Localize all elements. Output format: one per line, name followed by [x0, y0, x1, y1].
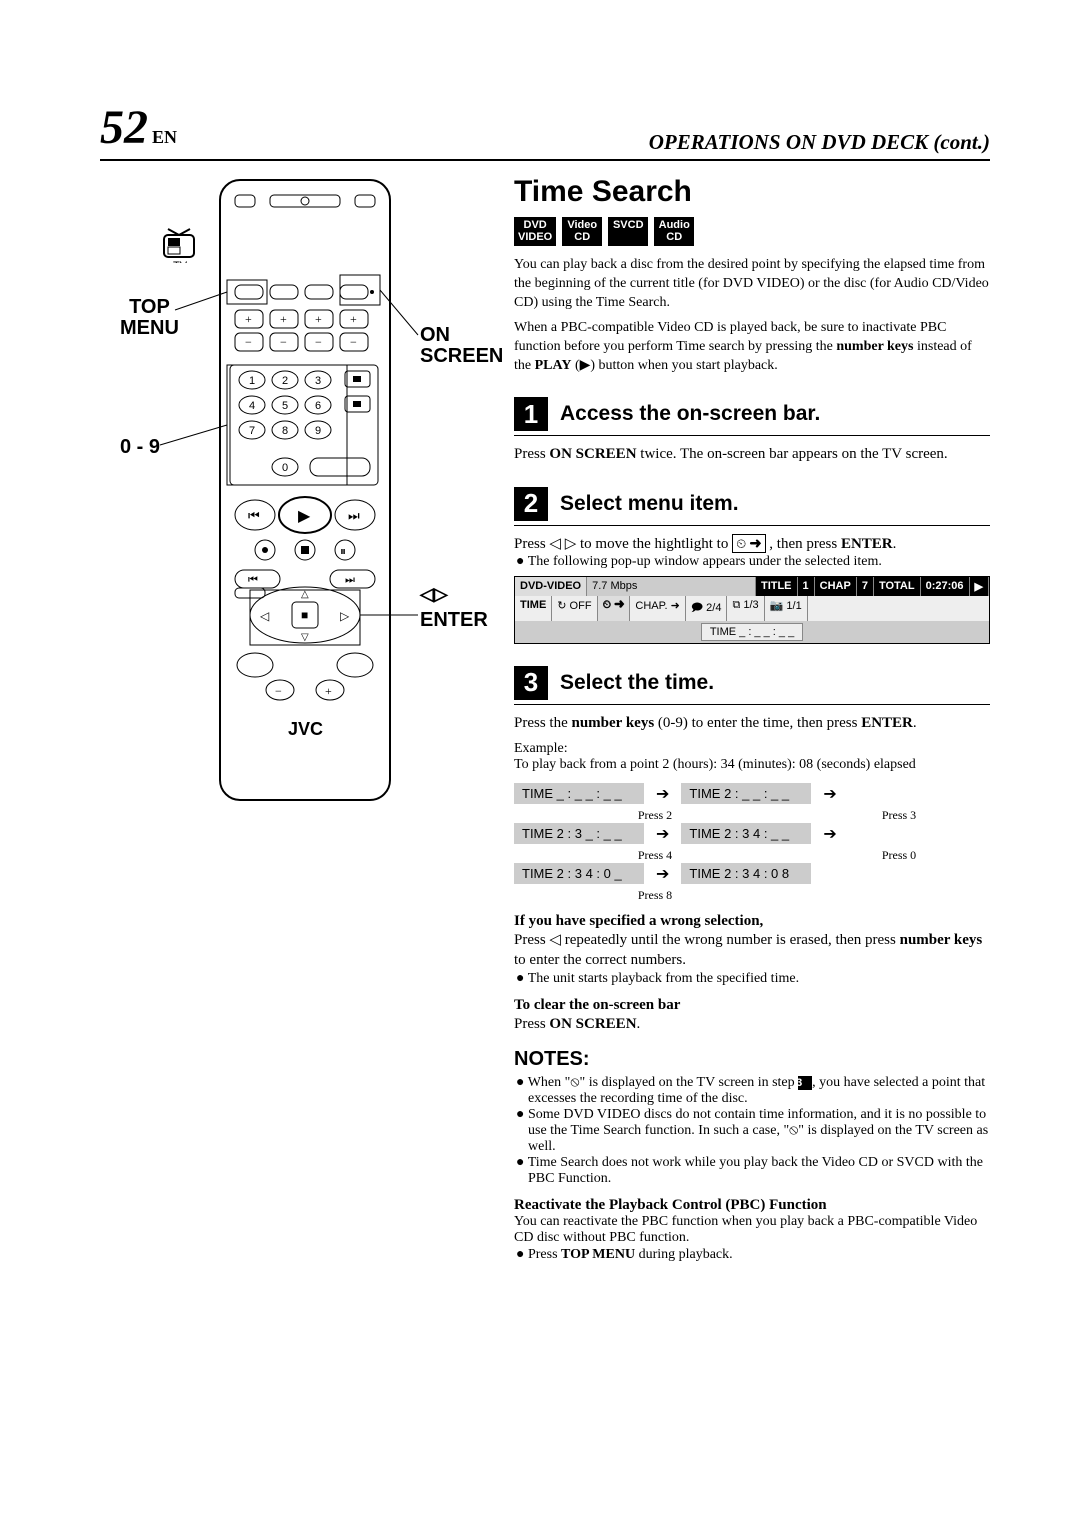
- page-header: 52EN OPERATIONS ON DVD DECK (cont.): [100, 100, 990, 161]
- arrow-icon: ➔: [656, 864, 669, 884]
- section-header: OPERATIONS ON DVD DECK (cont.): [649, 130, 990, 155]
- step-1-body: Press ON SCREEN twice. The on-screen bar…: [514, 444, 990, 464]
- callout-top-menu: TOP MENU: [120, 297, 179, 339]
- osd-r2-3: CHAP. ➜: [630, 596, 685, 621]
- callout-zero-nine: 0 - 9: [120, 437, 160, 458]
- arrow-icon: ➔: [823, 824, 836, 844]
- step-2-title: Select menu item.: [560, 492, 739, 516]
- step-3-header: 3 Select the time.: [514, 658, 990, 705]
- step-1-title: Access the on-screen bar.: [560, 402, 820, 426]
- callout-on-screen: ON SCREEN: [420, 325, 503, 367]
- step-1-header: 1 Access the on-screen bar.: [514, 389, 990, 436]
- step-2-body: Press ◁ ▷ to move the hightlight to ⏲ ➜ …: [514, 534, 990, 554]
- step-2-num: 2: [514, 487, 548, 521]
- section-title: Time Search: [514, 175, 990, 209]
- badge-video-cd: Video CD: [562, 217, 602, 246]
- clock-arrow-icon: ⏲ ➜: [732, 534, 765, 554]
- wrong-bullet: ● The unit starts playback from the spec…: [514, 971, 990, 987]
- osd-total-val: 0:27:06: [921, 577, 970, 596]
- intro-p2: When a PBC-compatible Video CD is played…: [514, 319, 990, 376]
- step-3-body: Press the number keys (0-9) to enter the…: [514, 713, 990, 733]
- clear-title: To clear the on-screen bar: [514, 997, 990, 1014]
- osd-r2-6: 📷 1/1: [765, 596, 808, 621]
- pbc-title: Reactivate the Playback Control (PBC) Fu…: [514, 1197, 990, 1214]
- page-number-block: 52EN: [100, 100, 177, 155]
- callout-enter: ENTER: [420, 610, 488, 631]
- step-3-title: Select the time.: [560, 671, 714, 695]
- osd-chap-val: 7: [857, 577, 874, 596]
- media-badges: DVD VIDEO Video CD SVCD Audio CD: [514, 217, 990, 246]
- osd-rate: 7.7 Mbps: [587, 577, 756, 596]
- callout-lines: [100, 175, 490, 815]
- arrow-icon: ➔: [656, 824, 669, 844]
- intro-text: You can play back a disc from the desire…: [514, 256, 990, 375]
- seq-2b: TIME 2 : 3 4 : 0 8: [681, 863, 811, 884]
- osd-title-val: 1: [798, 577, 815, 596]
- seq-1a: TIME 2 : 3 _ : _ _: [514, 823, 644, 844]
- osd-disc-type: DVD-VIDEO: [515, 577, 587, 596]
- osd-play-icon: ▶: [970, 577, 989, 596]
- badge-audio-cd: Audio CD: [654, 217, 694, 246]
- pbc-body: You can reactivate the PBC function when…: [514, 1214, 990, 1246]
- badge-dvd-video: DVD VIDEO: [514, 217, 556, 246]
- remote-column: TV + + + + −: [100, 175, 490, 1265]
- step-2-bullet: ● The following pop-up window appears un…: [514, 554, 990, 570]
- note-3: ● Time Search does not work while you pl…: [514, 1155, 990, 1187]
- osd-r2-2: ⏲ ➜: [598, 596, 631, 621]
- step-3-num: 3: [514, 666, 548, 700]
- pbc-bullet: ● Press TOP MENU during playback.: [514, 1246, 990, 1265]
- intro-p1: You can play back a disc from the desire…: [514, 256, 990, 313]
- badge-svcd: SVCD: [608, 217, 648, 246]
- page-lang: EN: [152, 127, 177, 147]
- osd-r2-1: ↻ OFF: [552, 596, 597, 621]
- seq-1b: TIME 2 : 3 4 : _ _: [681, 823, 811, 844]
- example-desc: To play back from a point 2 (hours): 34 …: [514, 757, 990, 773]
- notes-title: NOTES:: [514, 1048, 990, 1071]
- callout-arrows: [420, 585, 448, 604]
- osd-r2-0: TIME: [515, 596, 552, 621]
- osd-popup: TIME _ : _ _ : _ _: [701, 623, 803, 641]
- osd-r2-5: ⧉ 1/3: [727, 596, 764, 621]
- example-label: Example:: [514, 741, 990, 757]
- time-sequence: TIME _ : _ _ : _ _ ➔ TIME 2 : _ _ : _ _ …: [514, 783, 990, 903]
- arrow-icon: ➔: [656, 784, 669, 804]
- osd-title-lbl: TITLE: [756, 577, 798, 596]
- clear-body: Press ON SCREEN.: [514, 1014, 990, 1034]
- arrow-icon: ➔: [823, 784, 836, 804]
- note-2: ● Some DVD VIDEO discs do not contain ti…: [514, 1107, 990, 1155]
- osd-r2-4: 🗩 2/4: [686, 596, 728, 621]
- content-column: Time Search DVD VIDEO Video CD SVCD Audi…: [514, 175, 990, 1265]
- note-1: ● When "⦸" is displayed on the TV screen…: [514, 1075, 990, 1107]
- osd-chap-lbl: CHAP: [815, 577, 857, 596]
- page-number: 52: [100, 101, 148, 154]
- seq-0a: TIME _ : _ _ : _ _: [514, 783, 644, 804]
- osd-total-lbl: TOTAL: [874, 577, 921, 596]
- wrong-title: If you have specified a wrong selection,: [514, 913, 990, 930]
- wrong-body: Press ◁ repeatedly until the wrong numbe…: [514, 930, 990, 971]
- seq-0b: TIME 2 : _ _ : _ _: [681, 783, 811, 804]
- seq-2a: TIME 2 : 3 4 : 0 _: [514, 863, 644, 884]
- step-2-header: 2 Select menu item.: [514, 479, 990, 526]
- step-1-num: 1: [514, 397, 548, 431]
- osd-bar: DVD-VIDEO 7.7 Mbps TITLE 1 CHAP 7 TOTAL …: [514, 576, 990, 644]
